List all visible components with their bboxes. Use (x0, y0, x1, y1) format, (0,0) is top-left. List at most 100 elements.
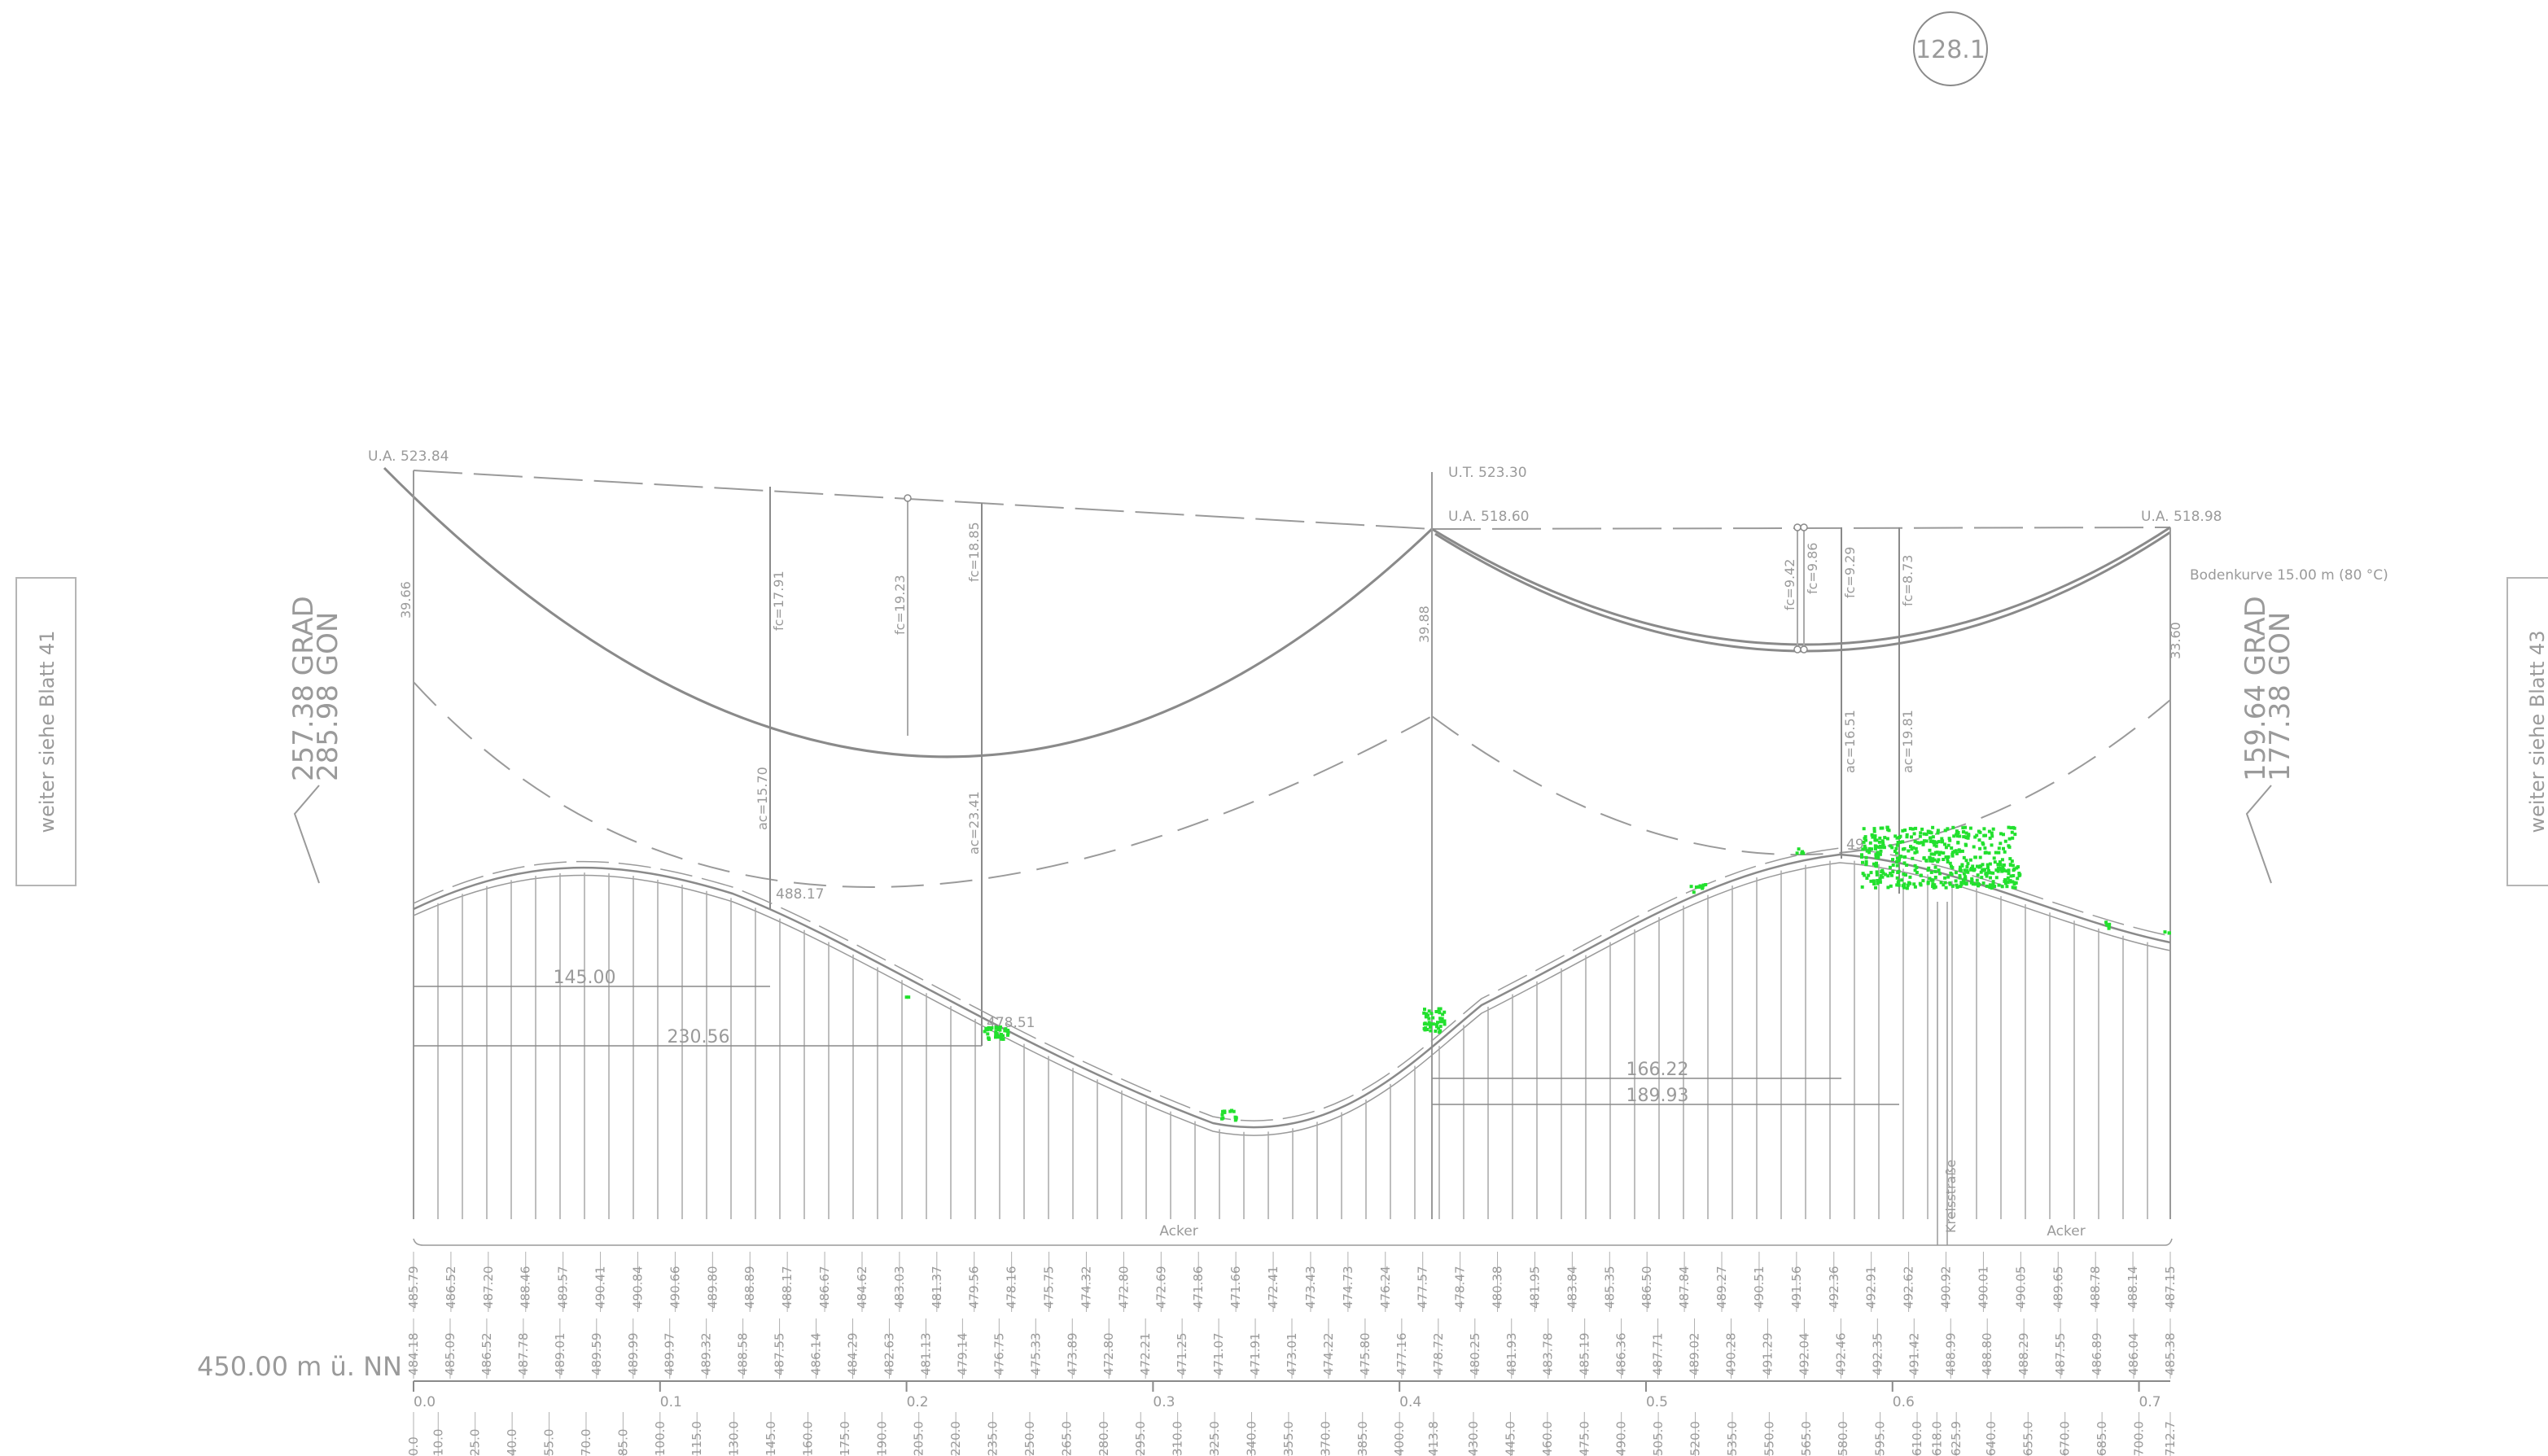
vegetation-point (1795, 851, 1799, 855)
land-use-right: Acker (2047, 1223, 2085, 1240)
vegetation-point (1958, 868, 1962, 872)
vegetation-point (1879, 826, 1883, 830)
label-ac-19-81: ac=19.81 (1900, 710, 1915, 773)
vegetation-point (1973, 835, 1977, 839)
vegetation-point (1973, 855, 1977, 859)
vegetation-point (1984, 833, 1987, 837)
km-axis: 0.0 0.1 0.2 0.3 0.4 0.5 0.6 0.7 (413, 1380, 2170, 1410)
vegetation-point (1977, 864, 1981, 868)
vegetation-point (1963, 868, 1967, 872)
vegetation-point (1944, 885, 1948, 890)
vegetation-point (1864, 855, 1868, 859)
elevation-lower-value: 490.28 (1724, 1333, 1739, 1376)
elevation-upper-value: 489.27 (1714, 1266, 1729, 1310)
vegetation-point (1968, 858, 1972, 862)
vegetation-point (1888, 865, 1892, 869)
vegetation-point (1898, 855, 1902, 859)
vegetation-point (1883, 836, 1887, 840)
elevation-row-upper: 485.79 486.52 487.20 488.46 489.57 490.41 490.… (406, 1252, 2178, 1312)
vegetation-point (1968, 826, 1972, 830)
elevation-lower-value: 492.46 (1833, 1333, 1848, 1376)
vegetation-point (1911, 856, 1915, 860)
station-value: 220.0 (948, 1421, 963, 1456)
vegetation-point (1872, 862, 1876, 866)
station-value: 610.0 (1910, 1421, 1924, 1456)
vegetation-point (2002, 846, 2005, 850)
vegetation-point (1994, 850, 1998, 855)
vegetation-point (1985, 874, 1989, 878)
vegetation-point (1425, 1028, 1429, 1031)
elevation-lower-value: 473.89 (1065, 1333, 1079, 1376)
vegetation-point (1870, 847, 1874, 851)
vegetation-point (1940, 837, 1944, 841)
vegetation-point (1964, 875, 1968, 879)
vegetation-point (2011, 864, 2015, 868)
vegetation-point (1983, 868, 1987, 872)
vegetation-point (1929, 859, 1933, 863)
elevation-upper-value: 491.56 (1789, 1266, 1804, 1310)
sheet-number: 128.1 (1915, 36, 1985, 64)
vegetation-point (1895, 859, 1899, 864)
vegetation-point (1861, 847, 1865, 851)
vegetation-point (2007, 844, 2011, 848)
vegetation-point (1960, 849, 1964, 853)
km-label: 0.0 (414, 1394, 436, 1410)
vegetation-point (1881, 843, 1885, 847)
station-value: 685.0 (2095, 1421, 2109, 1456)
vegetation-point (2017, 873, 2021, 877)
vegetation-point (1985, 884, 1989, 888)
vegetation-point (1912, 832, 1916, 836)
vegetation-point (1966, 862, 1970, 866)
vegetation-point (1956, 841, 1960, 845)
vegetation-point (1964, 877, 1968, 881)
vegetation-point (1997, 846, 2001, 850)
vegetation-point (2001, 865, 2005, 869)
tower-2-extra: U.T. 523.30 (1448, 465, 1527, 481)
vegetation-point (2011, 880, 2015, 884)
vegetation-point (1889, 872, 1893, 876)
angle-indicator-left: 257.38 GRAD 285.98 GON (287, 596, 344, 884)
continuation-left[interactable]: weiter siehe Blatt 41 (15, 577, 77, 886)
vegetation-point (1990, 886, 1994, 890)
elevation-lower-value: 491.29 (1760, 1333, 1775, 1376)
vegetation-point (2003, 878, 2007, 882)
vegetation-point (1914, 846, 1918, 850)
station-value: 385.0 (1355, 1421, 1370, 1456)
vegetation-point (1961, 826, 1965, 830)
station-value: 520.0 (1688, 1421, 1703, 1456)
vegetation-point (1234, 1117, 1238, 1121)
vegetation-point (2011, 885, 2015, 890)
dimension-230: 230.56 (668, 1027, 730, 1047)
vegetation-point (1928, 831, 1932, 834)
vegetation-point (986, 1032, 990, 1036)
elevation-lower-value: 486.04 (2126, 1333, 2141, 1376)
continuation-right[interactable]: weiter siehe Blatt 43 (2506, 577, 2548, 886)
vegetation-point (907, 995, 911, 999)
elevation-upper-value: 489.57 (556, 1266, 571, 1310)
crossing-level-2: 478.51 (987, 1015, 1035, 1031)
vegetation-point (1991, 882, 1995, 886)
vegetation-point (1971, 864, 1975, 868)
elevation-upper-value: 492.36 (1827, 1266, 1841, 1310)
vegetation-point (1425, 1022, 1429, 1026)
vegetation-point (1870, 833, 1874, 837)
vegetation-point (1936, 829, 1940, 833)
vegetation-point (1955, 829, 1959, 833)
vegetation-point (1999, 863, 2003, 867)
vegetation-point (1926, 881, 1930, 885)
station-value: 310.0 (1171, 1421, 1185, 1456)
elevation-upper-value: 487.20 (481, 1266, 496, 1310)
dimension-145: 145.00 (554, 968, 616, 988)
elevation-upper-value: 489.65 (2051, 1266, 2065, 1310)
station-value: 712.7 (2163, 1421, 2178, 1456)
angle-indicator-right: 159.64 GRAD 177.38 GON (2239, 596, 2296, 884)
vegetation-point (1438, 1025, 1443, 1029)
elevation-lower-value: 492.04 (1797, 1333, 1811, 1376)
vegetation-point (1971, 882, 1975, 886)
elevation-row-lower: 484.18 485.09 486.52 487.78 489.01 489.59 489.… (406, 1318, 2178, 1379)
vegetation-point (1902, 872, 1906, 876)
vegetation-point (1981, 842, 1985, 846)
station-value: 55.0 (542, 1429, 557, 1456)
vegetation-point (1993, 885, 1997, 889)
vegetation-point (1895, 856, 1899, 860)
